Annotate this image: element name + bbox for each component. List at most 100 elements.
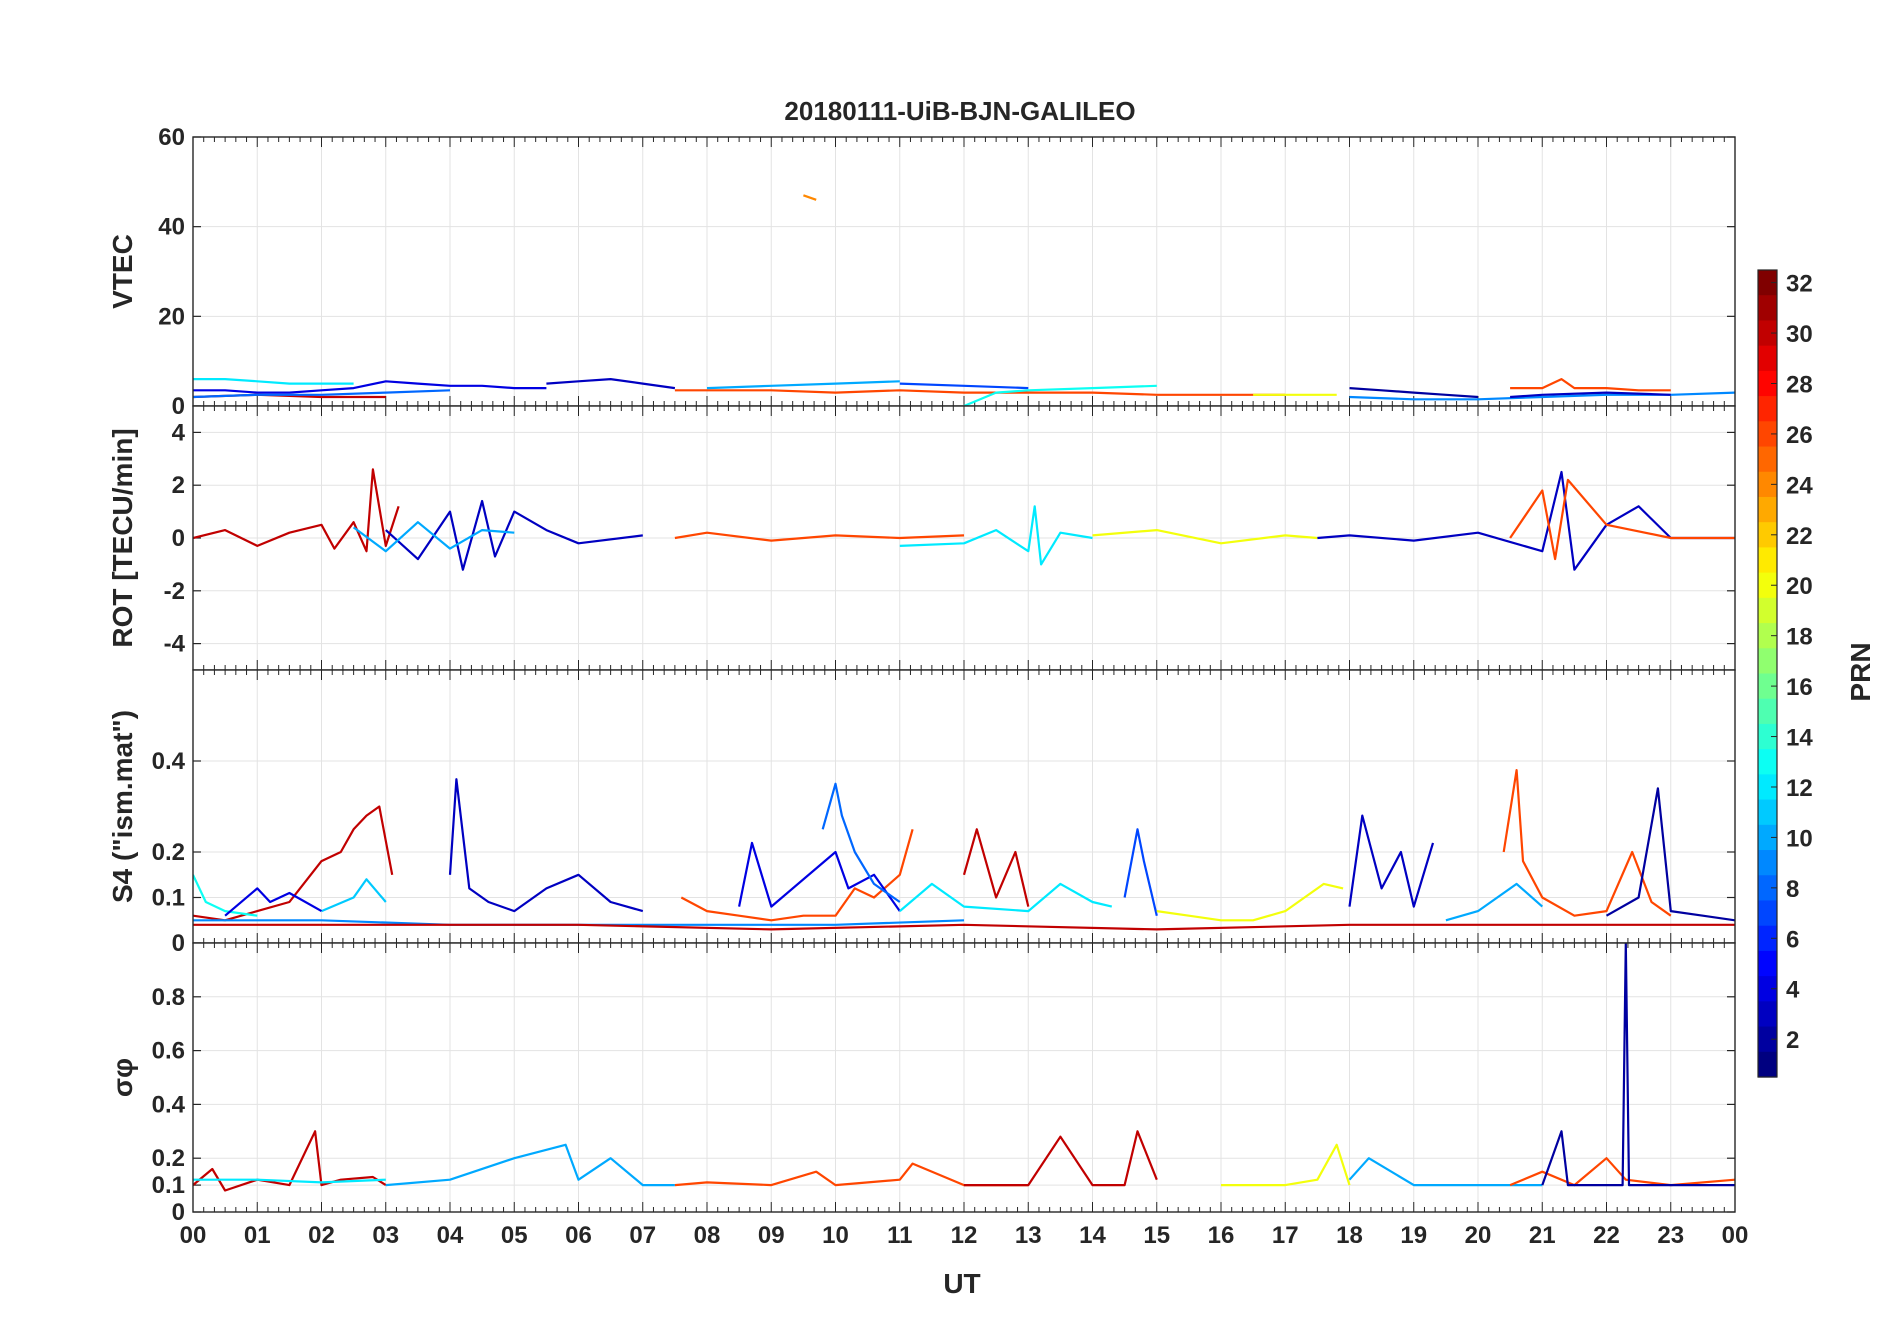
y-tick-label: 0.4 (152, 748, 186, 775)
y-tick-label: 60 (158, 124, 185, 151)
panel-1: 0 20 40 60 VTEC (107, 124, 1736, 420)
series-line-5 (546, 378, 676, 390)
x-tick-label: 13 (1015, 1222, 1042, 1249)
series-line-13 (1156, 882, 1344, 922)
x-tick-label: 21 (1529, 1222, 1556, 1249)
colorbar-tick-label: 20 (1786, 573, 1813, 600)
x-axis-label: UT (943, 1268, 980, 1299)
x-tick-label: 06 (565, 1222, 592, 1249)
x-tick-label: 19 (1400, 1222, 1427, 1249)
colorbar-tick-label: 18 (1786, 624, 1813, 651)
series-line-11 (962, 828, 1030, 907)
colorbar-segment (1758, 270, 1777, 296)
x-tick-label: 05 (501, 1222, 528, 1249)
series-group (193, 943, 1735, 1192)
y-axis-label: VTEC (107, 234, 138, 309)
series-group (193, 768, 1735, 931)
colorbar-segment (1758, 749, 1777, 775)
x-tick-label: 18 (1336, 1222, 1363, 1249)
colorbar-tick-label: 22 (1786, 523, 1813, 550)
colorbar-segment (1758, 320, 1777, 347)
series-line-14 (1348, 814, 1435, 908)
x-tick-label: 04 (437, 1222, 464, 1249)
x-tick-label: 12 (951, 1222, 978, 1249)
colorbar-segment (1758, 547, 1777, 574)
y-tick-label: 0.2 (152, 1145, 185, 1172)
series-group (193, 468, 1735, 571)
y-tick-label: 40 (158, 214, 185, 241)
y-tick-label: 0.2 (152, 839, 185, 866)
colorbar-tick-label: 12 (1786, 775, 1813, 802)
series-line-1 (193, 805, 394, 922)
x-tick-label: 15 (1143, 1222, 1170, 1249)
series-line-14 (1510, 378, 1671, 392)
colorbar-frame (1757, 269, 1778, 1078)
colorbar-tick-label: 30 (1786, 321, 1813, 348)
panel-2: -4 -2 0 2 4 ROT [TECU/min] (107, 405, 1736, 671)
colorbar-label: PRN (1845, 642, 1876, 701)
x-tick-label: 00 (180, 1222, 207, 1249)
colorbar-segment (1758, 950, 1777, 977)
series-line-5 (899, 505, 1093, 566)
colorbar-tick-label: 10 (1786, 825, 1813, 852)
series-line-3 (352, 521, 515, 553)
series-line-8 (706, 380, 900, 390)
series-line-4 (674, 531, 965, 542)
colorbar-segment (1758, 976, 1777, 1002)
colorbar-tick-label: 16 (1786, 674, 1813, 701)
colorbar-segment (1758, 774, 1777, 801)
colorbar-segment (1758, 875, 1777, 902)
x-tick-label: 22 (1593, 1222, 1620, 1249)
colorbar-segment (1758, 925, 1777, 952)
plot-frame (192, 942, 1736, 1213)
x-tick-label: 01 (244, 1222, 271, 1249)
colorbar-tick-label: 2 (1786, 1027, 1799, 1054)
x-tick-labels: 00 01 02 03 04 05 06 07 08 09 10 11 12 13 14 15 16 17 18 19… (180, 1222, 1749, 1249)
colorbar-segment (1758, 396, 1777, 422)
x-tick-label: 00 (1722, 1222, 1749, 1249)
colorbar-segment (1758, 446, 1777, 473)
colorbar-tick-label: 6 (1786, 926, 1799, 953)
colorbar-segment (1758, 673, 1777, 700)
colorbar-segment (1758, 900, 1777, 927)
y-tick-label: 0 (172, 1199, 185, 1226)
series-line-17 (1605, 787, 1735, 922)
series-line-2 (193, 874, 258, 917)
series-line-7 (1348, 1157, 1543, 1187)
series-line-6 (1092, 528, 1318, 545)
chart-title: 20180111-UiB-BJN-GALILEO (784, 96, 1135, 126)
series-line-16 (1502, 768, 1672, 917)
y-axis-label: S4 ("ism.mat") (107, 710, 138, 903)
x-tick-label: 23 (1657, 1222, 1684, 1249)
series-group (193, 194, 1735, 406)
y-tick-label: 2 (172, 472, 185, 499)
series-line-9 (821, 782, 901, 903)
x-tick-label: 11 (887, 1222, 912, 1249)
colorbar-segment (1758, 295, 1777, 322)
series-line-4 (193, 389, 451, 399)
y-tick-label: 0.6 (152, 1038, 185, 1065)
colorbar-segment (1758, 623, 1777, 649)
y-tick-label: 0.1 (152, 885, 185, 912)
series-line-2 (193, 1178, 386, 1184)
colorbar-segment (1758, 723, 1777, 750)
colorbar-segment (1758, 850, 1777, 876)
x-tick-label: 10 (822, 1222, 849, 1249)
panel-4: 00.10.2 0.4 0.6 0.8 σφ (107, 942, 1736, 1226)
series-line-4 (674, 1162, 1029, 1187)
panel-3: 0 0.1 0.2 0.4 S4 ("ism.mat") (107, 669, 1736, 957)
x-tick-label: 16 (1208, 1222, 1235, 1249)
y-tick-label: 0.1 (152, 1172, 185, 1199)
colorbar-segment (1758, 421, 1777, 448)
series-line-6 (1221, 1143, 1351, 1187)
y-axis-label: ROT [TECU/min] (107, 428, 138, 647)
series-line-18 (193, 923, 1735, 931)
series-line-10 (899, 882, 1113, 913)
series-line-5 (964, 1130, 1158, 1187)
colorbar-segment (1758, 698, 1777, 725)
series-line-3 (321, 878, 387, 913)
series-line-9 (899, 382, 1029, 390)
series-line-1 (193, 468, 400, 553)
series-line-12 (1123, 828, 1158, 916)
colorbar-segment (1758, 824, 1777, 851)
